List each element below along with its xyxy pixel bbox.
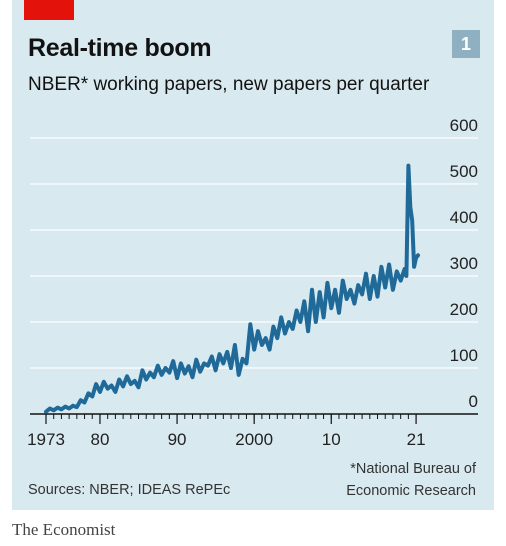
series-line-0	[44, 163, 420, 414]
publisher-brand: The Economist	[12, 520, 116, 539]
y-tick-label-300: 300	[450, 254, 478, 273]
y-tick-label-100: 100	[450, 346, 478, 365]
brand-red-tag	[24, 0, 74, 20]
x-ticks: 1973 80 90 2000 10 21	[27, 414, 426, 449]
y-tick-label-400: 400	[450, 208, 478, 227]
footnote-line-1: *National Bureau of	[350, 461, 476, 477]
y-tick-label-600: 600	[450, 116, 478, 135]
x-tick-label-1990: 90	[168, 430, 187, 449]
source-note: Sources: NBER; IDEAS RePEc	[28, 482, 231, 498]
chart-subtitle: NBER* working papers, new papers per qua…	[28, 74, 430, 95]
chart-title: Real-time boom	[28, 34, 212, 62]
chart-number-badge: 1	[452, 30, 480, 58]
footnote: *National Bureau of Economic Research	[346, 458, 476, 502]
footnote-line-2: Economic Research	[346, 483, 476, 499]
x-tick-label-2000: 2000	[235, 430, 273, 449]
y-tick-label-200: 200	[450, 300, 478, 319]
x-tick-label-1980: 80	[91, 430, 110, 449]
y-tick-labels: 0 100 200 300 400 500 600	[450, 116, 478, 411]
y-tick-label-500: 500	[450, 162, 478, 181]
x-tick-label-1973: 1973	[27, 430, 65, 449]
x-tick-label-2010: 10	[322, 430, 341, 449]
y-tick-label-0: 0	[469, 392, 478, 411]
x-tick-label-2021: 21	[407, 430, 426, 449]
series-lines	[44, 163, 420, 414]
